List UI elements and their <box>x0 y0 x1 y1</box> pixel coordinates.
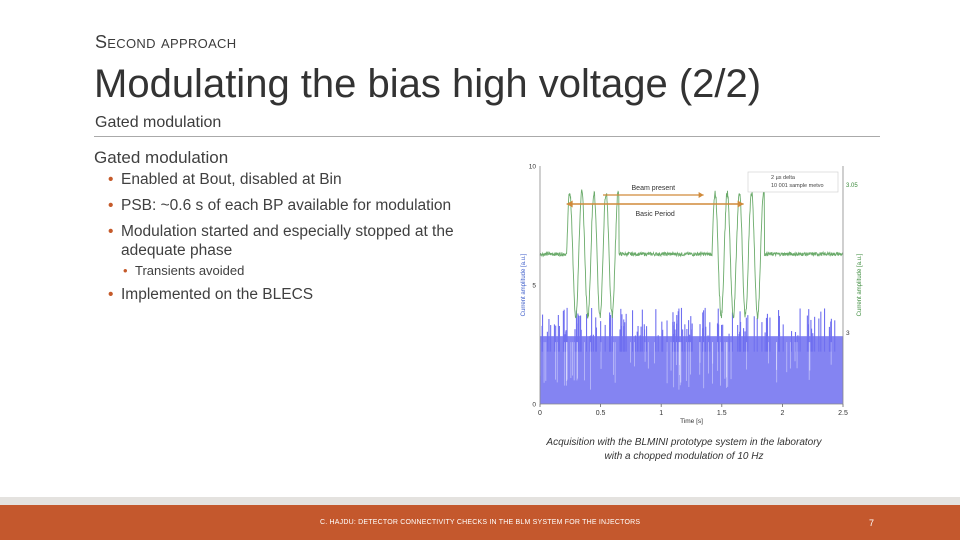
bullet-item: • Modulation started and especially stopp… <box>94 222 514 260</box>
y-axis-left-label: Current amplitude [a.u.] <box>521 253 527 316</box>
bullet-item: • Implemented on the BLECS <box>94 285 514 304</box>
beam-present-arrowhead <box>698 192 704 198</box>
figure-caption: Acquisition with the BLMINI prototype sy… <box>515 436 853 464</box>
y-tick-label: 10 <box>529 164 537 171</box>
bullet-text: Modulation started and especially stoppe… <box>121 223 454 259</box>
bullet-marker: • <box>108 171 114 188</box>
bullet-list: • Enabled at Bout, disabled at Bin • PSB: … <box>94 170 514 304</box>
x-tick-label: 0 <box>538 410 542 417</box>
basic-period-arrowhead-left <box>566 200 573 208</box>
bullet-text: Implemented on the BLECS <box>121 286 314 303</box>
acquisition-figure: 0 0.5 1 1.5 2 2.5 0 5 10 3 Time [s] Current amplitu… <box>515 158 865 428</box>
x-tick-label: 1 <box>659 410 663 417</box>
x-tick-label: 2 <box>780 410 784 417</box>
bullet-marker: • <box>108 223 114 240</box>
legend-box <box>747 171 839 193</box>
caption-line: Acquisition with the BLMINI prototype sy… <box>546 437 822 448</box>
footer-top-band <box>0 497 960 505</box>
y-tick-label: 5 <box>532 283 536 290</box>
bullet-text: PSB: ~0.6 s of each BP available for mod… <box>121 197 452 214</box>
x-axis-label: Time [s] <box>680 418 703 425</box>
y-right-tick-label: 3 <box>846 330 850 337</box>
y-axis-right-label: Current amplitude [a.u.] <box>857 253 863 316</box>
x-tick-label: 0.5 <box>596 410 606 417</box>
basic-period-arrowhead-right <box>737 200 744 208</box>
footer-text: C. HAJDU: DETECTOR CONNECTIVITY CHECKS I… <box>320 519 641 526</box>
bullet-marker: • <box>108 286 114 303</box>
right-top-label: 3.05 <box>846 183 858 189</box>
caption-line: with a chopped modulation of 10 Hz <box>604 451 764 462</box>
content-heading: Gated modulation <box>94 148 229 167</box>
beam-present-label: Beam present <box>632 185 676 192</box>
bullet-item: • PSB: ~0.6 s of each BP available for mo… <box>94 196 514 215</box>
green-signal-line <box>539 189 844 320</box>
slide-title: Modulating the bias high voltage (2/2) <box>94 62 762 106</box>
bullet-text: Transients avoided <box>135 263 245 278</box>
bullet-marker: • <box>123 263 128 278</box>
x-tick-label: 2.5 <box>838 410 848 417</box>
slide-subtitle: Gated modulation <box>95 114 222 131</box>
y-tick-label: 0 <box>532 402 536 409</box>
bullet-text: Enabled at Bout, disabled at Bin <box>121 171 342 188</box>
section-kicker: Second approach <box>95 32 237 52</box>
bullet-marker: • <box>108 197 114 214</box>
acquisition-chart: 0 0.5 1 1.5 2 2.5 0 5 10 3 Time [s] Current amplitu… <box>521 164 863 426</box>
page-number: 7 <box>869 518 875 528</box>
basic-period-label: Basic Period <box>635 211 674 218</box>
legend-line2: 10 001 sample metvo <box>771 183 824 189</box>
bullet-content: Gated modulation • Enabled at Bout, disab… <box>94 148 514 311</box>
title-divider <box>94 136 880 137</box>
sub-bullet-item: • Transients avoided <box>94 263 514 279</box>
bullet-item: • Enabled at Bout, disabled at Bin <box>94 170 514 189</box>
footer-bar <box>0 505 960 540</box>
legend-line1: 2 µs delta <box>771 175 796 181</box>
x-tick-label: 1.5 <box>717 410 727 417</box>
